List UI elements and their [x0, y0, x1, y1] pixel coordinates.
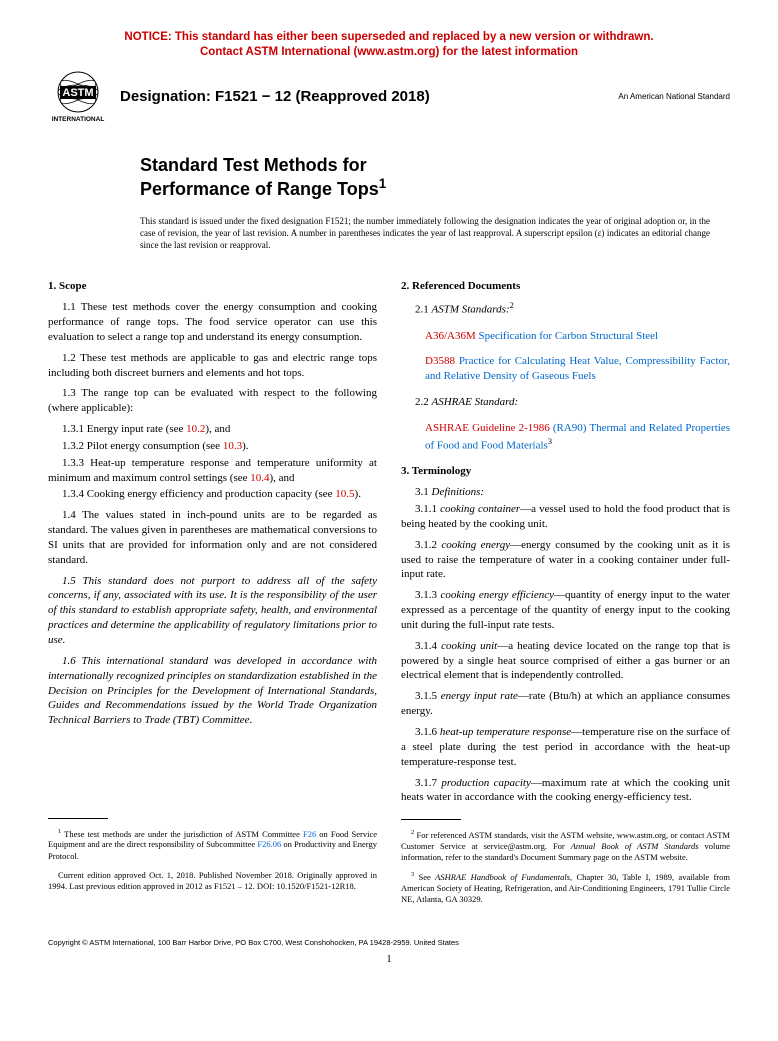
footnote-1b: Current edition approved Oct. 1, 2018. P…	[48, 870, 377, 892]
footnote-rule-left	[48, 818, 108, 819]
title-note: This standard is issued under the fixed …	[140, 215, 730, 251]
footnote-1: 1 These test methods are under the juris…	[48, 828, 377, 862]
header-row: ASTM INTERNATIONAL Designation: F1521 − …	[48, 70, 730, 124]
para-3-1-5: 3.1.5 energy input rate—rate (Btu/h) at …	[401, 689, 730, 719]
para-3-1: 3.1 Definitions:	[401, 485, 730, 500]
section-1-head: 1. Scope	[48, 279, 377, 294]
footnote-3: 3 See ASHRAE Handbook of Fundamentals, C…	[401, 871, 730, 905]
para-1-3-1: 1.3.1 Energy input rate (see 10.2), and	[48, 422, 377, 437]
para-1-1: 1.1 These test methods cover the energy …	[48, 300, 377, 345]
designation-text: Designation: F1521 − 12 (Reapproved 2018…	[120, 88, 618, 105]
para-3-1-2: 3.1.2 cooking energy—energy consumed by …	[401, 538, 730, 583]
para-1-2: 1.2 These test methods are applicable to…	[48, 351, 377, 381]
para-1-3-4: 1.3.4 Cooking energy efficiency and prod…	[48, 487, 377, 502]
link-f26[interactable]: F26	[303, 828, 316, 838]
ans-label: An American National Standard	[618, 92, 730, 101]
document-page: NOTICE: This standard has either been su…	[0, 0, 778, 985]
para-3-1-1: 3.1.1 cooking container—a vessel used to…	[401, 502, 730, 532]
ref-ashrae: ASHRAE Guideline 2-1986 (RA90) Thermal a…	[415, 421, 730, 453]
para-1-3-3: 1.3.3 Heat-up temperature response and t…	[48, 456, 377, 486]
para-1-5: 1.5 This standard does not purport to ad…	[48, 574, 377, 648]
para-3-1-4: 3.1.4 cooking unit—a heating device loca…	[401, 639, 730, 684]
doc-title: Standard Test Methods for Performance of…	[140, 154, 730, 201]
para-1-6: 1.6 This international standard was deve…	[48, 654, 377, 728]
notice-banner: NOTICE: This standard has either been su…	[48, 30, 730, 60]
link-ashrae[interactable]: ASHRAE Guideline 2-1986	[425, 422, 550, 434]
para-2-1: 2.1 ASTM Standards:2	[401, 300, 730, 318]
xref-10-5[interactable]: 10.5	[335, 488, 354, 500]
page-number: 1	[48, 953, 730, 965]
notice-line2: Contact ASTM International (www.astm.org…	[200, 46, 578, 58]
section-3-head: 3. Terminology	[401, 464, 730, 479]
para-3-1-6: 3.1.6 heat-up temperature response—tempe…	[401, 725, 730, 770]
para-3-1-3: 3.1.3 cooking energy efficiency—quantity…	[401, 588, 730, 633]
title-super: 1	[379, 176, 387, 191]
link-a36[interactable]: A36/A36M	[425, 330, 476, 342]
xref-10-3[interactable]: 10.3	[223, 440, 242, 452]
right-column: 2. Referenced Documents 2.1 ASTM Standar…	[401, 269, 730, 913]
notice-line1: NOTICE: This standard has either been su…	[124, 31, 653, 43]
link-d3588-title[interactable]: Practice for Calculating Heat Value, Com…	[425, 355, 730, 382]
para-1-3: 1.3 The range top can be evaluated with …	[48, 386, 377, 416]
title-block: Standard Test Methods for Performance of…	[140, 154, 730, 201]
copyright-line: Copyright © ASTM International, 100 Barr…	[48, 938, 730, 947]
title-line1: Standard Test Methods for	[140, 155, 367, 175]
ref-a36: A36/A36M Specification for Carbon Struct…	[415, 329, 730, 344]
link-a36-title[interactable]: Specification for Carbon Structural Stee…	[476, 330, 658, 342]
title-line2: Performance of Range Tops	[140, 179, 379, 199]
ref-d3588: D3588 Practice for Calculating Heat Valu…	[415, 354, 730, 384]
footnote-2: 2 For referenced ASTM standards, visit t…	[401, 829, 730, 863]
left-column: 1. Scope 1.1 These test methods cover th…	[48, 269, 377, 913]
para-1-4: 1.4 The values stated in inch-pound unit…	[48, 508, 377, 567]
logo-text-top: ASTM	[62, 87, 93, 99]
logo-text-bottom: INTERNATIONAL	[52, 116, 105, 123]
xref-10-2[interactable]: 10.2	[186, 423, 205, 435]
xref-10-4[interactable]: 10.4	[250, 472, 269, 484]
astm-logo: ASTM INTERNATIONAL	[48, 70, 108, 124]
para-3-1-7: 3.1.7 production capacity—maximum rate a…	[401, 776, 730, 806]
para-2-2: 2.2 ASHRAE Standard:	[401, 395, 730, 410]
body-columns: 1. Scope 1.1 These test methods cover th…	[48, 269, 730, 913]
link-d3588[interactable]: D3588	[425, 355, 455, 367]
footnote-rule-right	[401, 819, 461, 820]
para-1-3-2: 1.3.2 Pilot energy consumption (see 10.3…	[48, 439, 377, 454]
link-f2606[interactable]: F26.06	[257, 839, 281, 849]
section-2-head: 2. Referenced Documents	[401, 279, 730, 294]
